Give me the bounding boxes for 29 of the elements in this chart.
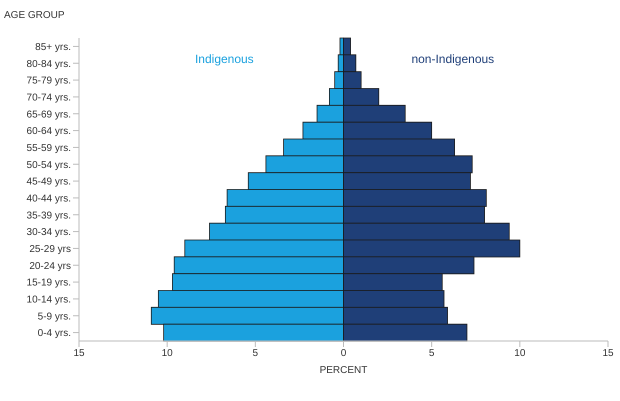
y-tick-label: 20-24 yrs — [29, 260, 71, 272]
x-tick-label: 15 — [73, 348, 85, 360]
y-axis-title: AGE GROUP — [4, 10, 65, 21]
y-tick-label: 10-14 yrs. — [26, 294, 71, 306]
y-tick-label: 5-9 yrs. — [38, 311, 71, 322]
y-tick-label: 0-4 yrs. — [38, 328, 71, 340]
x-tick-label: 15 — [602, 348, 614, 360]
y-tick-label: 25-29 yrs — [29, 244, 71, 255]
x-tick-label: 5 — [428, 348, 435, 360]
y-tick-label: 50-54 yrs. — [26, 160, 71, 171]
x-tick-label: 5 — [252, 348, 259, 360]
text: Indigenous — [194, 52, 254, 66]
y-tick-label: 45-49 yrs. — [26, 176, 71, 188]
y-tick-label: 40-44 yrs. — [26, 193, 71, 204]
y-tick-label: 80-84 yrs. — [26, 58, 71, 70]
y-tick-label: 85+ yrs. — [35, 42, 71, 53]
x-axis-title: PERCENT — [320, 365, 368, 376]
y-tick-label: 15-19 yrs. — [26, 278, 71, 289]
x-tick-label: 10 — [514, 348, 526, 360]
x-tick-label: 10 — [162, 348, 174, 360]
y-tick-label: 30-34 yrs. — [26, 227, 71, 238]
y-tick-label: 60-64 yrs. — [26, 126, 71, 138]
text: non-Indigenous — [411, 52, 494, 66]
y-tick-label: 65-69 yrs. — [26, 109, 71, 120]
y-tick-label: 75-79 yrs. — [26, 76, 71, 87]
y-tick-label: 35-39 yrs. — [26, 210, 71, 222]
y-tick-label: 70-74 yrs. — [26, 92, 71, 104]
x-tick-label: 0 — [340, 348, 347, 360]
y-tick-label: 55-59 yrs. — [26, 142, 71, 154]
